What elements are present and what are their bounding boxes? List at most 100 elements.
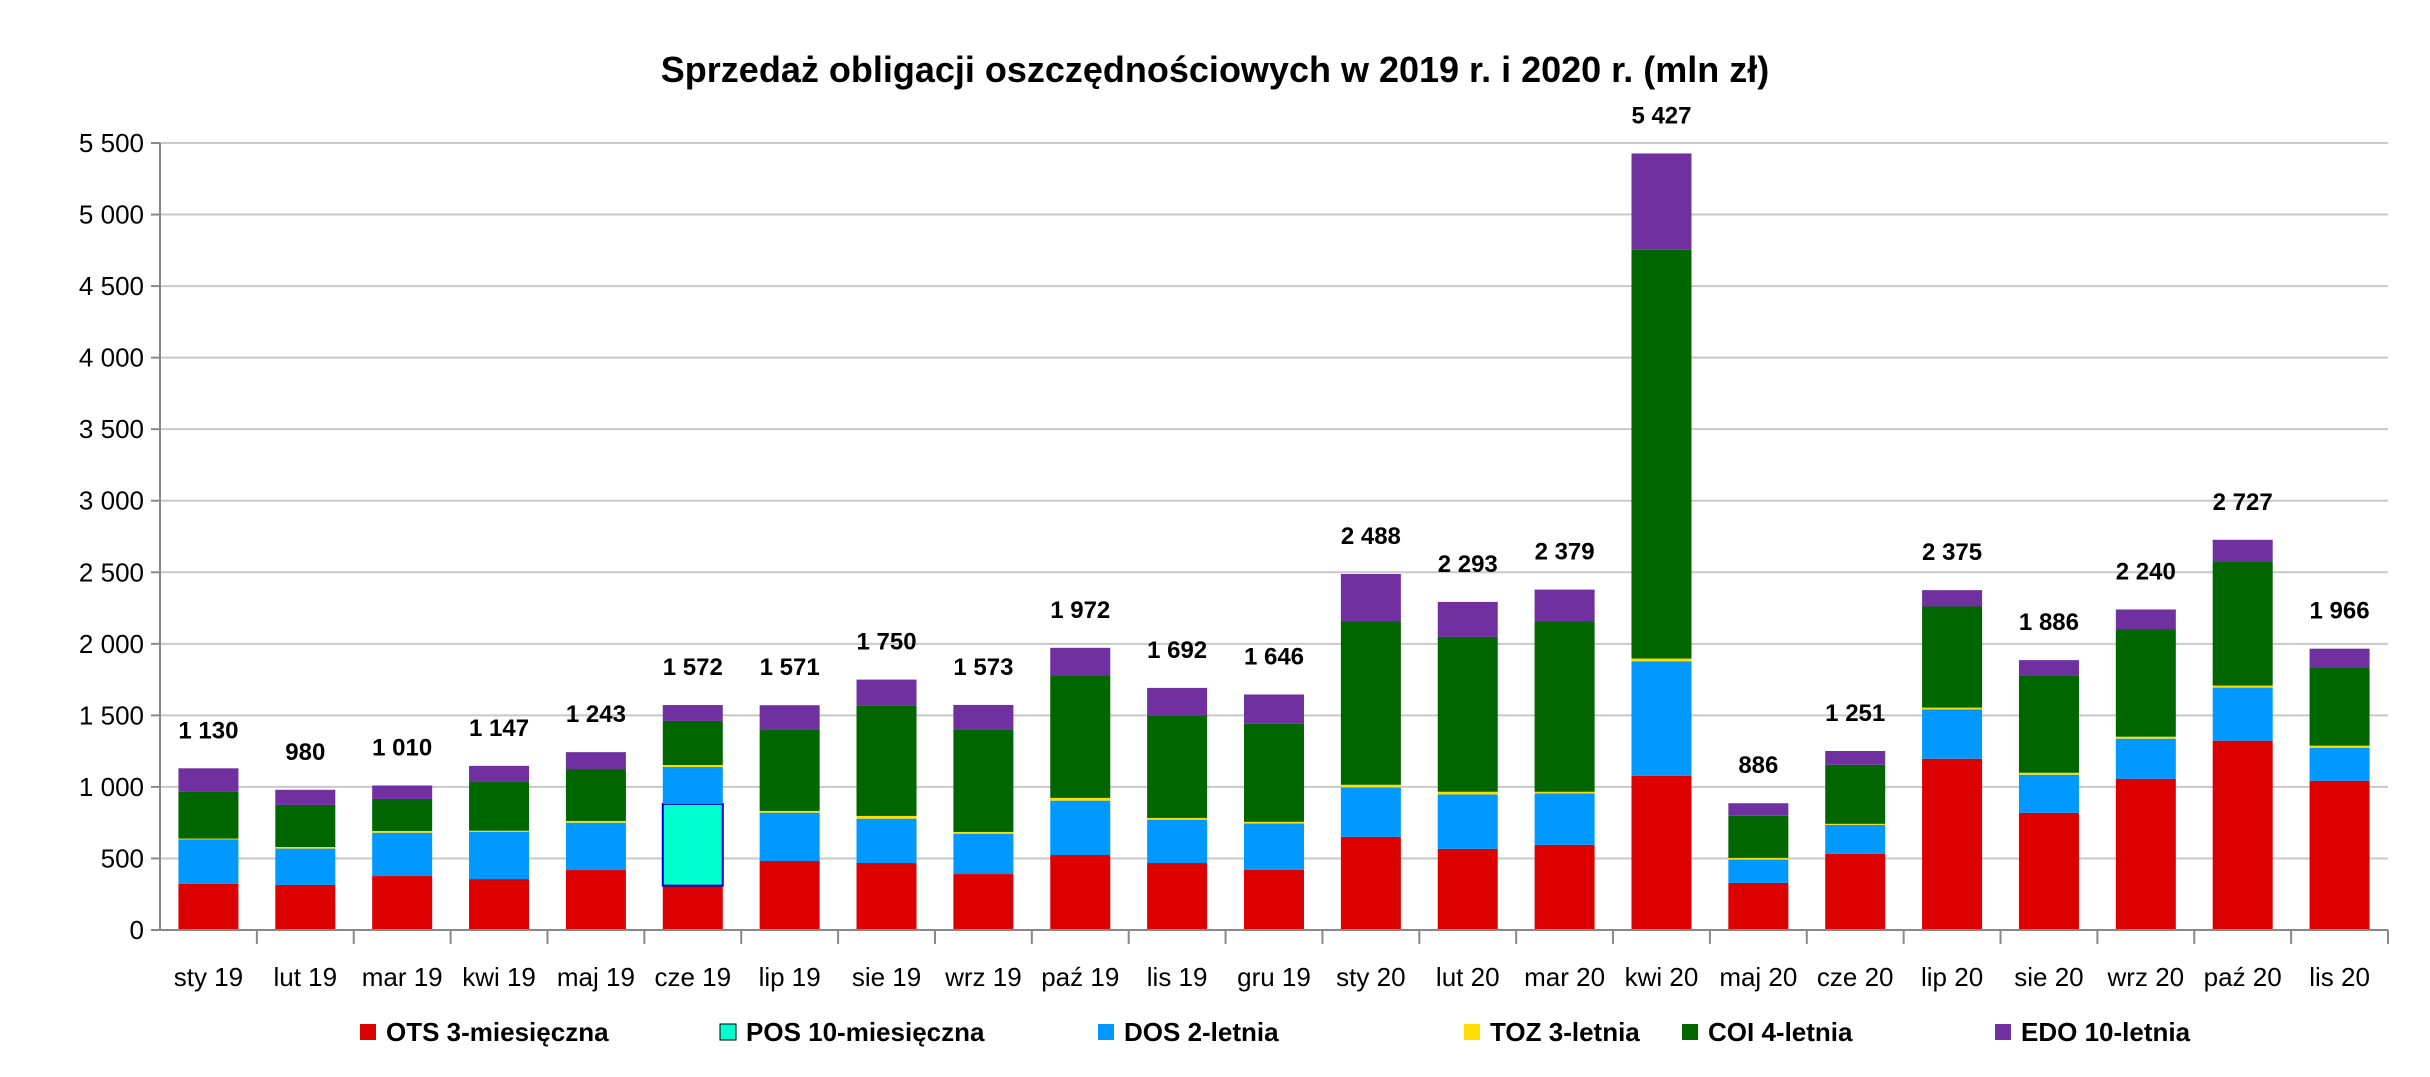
x-axis: sty 19 lut 19 mar 19 kwi 19 maj 19 cze 19 lip … — [160, 929, 2389, 992]
x-tick-label: lip 20 — [1921, 962, 1983, 992]
total-data-label: 2 375 — [1922, 539, 1982, 566]
bar-segment — [1147, 715, 1208, 818]
bar-segment — [1244, 723, 1304, 822]
x-tick-label: wrz 20 — [2107, 962, 2185, 992]
bar-segment — [565, 752, 626, 770]
bar-segment — [275, 884, 336, 930]
legend-label: OTS 3-miesięczna — [386, 1017, 609, 1047]
bar-segment — [178, 839, 239, 884]
bar-segment — [1340, 573, 1401, 622]
total-data-label: 1 646 — [1244, 643, 1304, 670]
bar-segment — [1728, 815, 1789, 858]
bar-segment — [953, 833, 1014, 875]
bar-segment — [2018, 774, 2079, 813]
x-tick-label: cze 19 — [654, 962, 731, 992]
x-tick-label: paź 19 — [1041, 962, 1119, 992]
bar-segment — [275, 789, 336, 805]
bar-segment — [856, 863, 917, 930]
total-data-label: 1 251 — [1825, 700, 1885, 727]
bar-segment — [1631, 153, 1692, 250]
legend-label: POS 10-miesięczna — [746, 1017, 985, 1047]
x-tick-label: sty 20 — [1336, 962, 1405, 992]
bar-segment — [1534, 589, 1595, 622]
bar-segment — [759, 705, 820, 730]
y-tick-label: 500 — [101, 843, 144, 873]
bar-segment — [1437, 636, 1498, 792]
x-tick-label: wrz 19 — [944, 962, 1022, 992]
bar-segment — [372, 798, 433, 831]
bar-segment — [1147, 863, 1208, 930]
y-tick-label: 1 500 — [79, 700, 144, 730]
bar-segment — [1631, 249, 1692, 659]
bar-segment — [1922, 590, 1983, 607]
bar-segment — [2212, 539, 2273, 562]
legend-label: TOZ 3-letnia — [1490, 1017, 1640, 1047]
legend-swatch — [1682, 1024, 1698, 1040]
bar-segment — [372, 785, 433, 799]
bar-segment — [372, 830, 433, 833]
total-data-label: 1 243 — [566, 701, 626, 728]
bar-segment — [661, 802, 724, 887]
total-data-label: 1 972 — [1050, 597, 1110, 624]
bar-segment — [2309, 747, 2370, 781]
bar-segment — [1631, 658, 1692, 662]
bar-segment — [1631, 661, 1692, 776]
bar-segment — [275, 804, 336, 848]
bar-segment — [275, 848, 336, 885]
bar-segment — [759, 812, 820, 862]
x-tick-label: maj 20 — [1719, 962, 1797, 992]
bar-segment — [1922, 709, 1983, 759]
bar-segment — [178, 791, 239, 839]
bar-segment — [1340, 784, 1401, 788]
bar-segment — [953, 874, 1014, 930]
bar-segment — [178, 883, 239, 930]
bar-segment — [1340, 787, 1401, 837]
bar-segment — [469, 831, 530, 880]
bar-segment — [856, 815, 917, 819]
total-data-label: 2 488 — [1341, 523, 1401, 550]
bar-segment — [178, 768, 239, 792]
bar-segment — [1050, 855, 1111, 930]
total-data-label: 2 240 — [2116, 558, 2176, 585]
bar-segment — [2018, 772, 2079, 775]
bar-segment — [1147, 687, 1208, 716]
total-data-label: 2 379 — [1535, 539, 1595, 566]
bar-segment — [469, 765, 530, 783]
bar-segment — [662, 765, 723, 768]
bar-segment — [2309, 667, 2370, 746]
bar-segment — [1437, 791, 1498, 795]
bar-segment — [662, 720, 723, 766]
bar-segment — [2115, 629, 2176, 737]
bar-segment — [856, 705, 917, 816]
total-data-label: 886 — [1738, 752, 1778, 779]
bar-segment — [1244, 821, 1304, 824]
x-tick-label: paź 20 — [2204, 962, 2282, 992]
y-tick-label: 5 500 — [79, 128, 144, 158]
gridlines — [160, 142, 2388, 860]
bar-segment — [1244, 694, 1304, 724]
bar-segment — [565, 769, 626, 821]
bar-segment — [856, 679, 917, 706]
bar-segment — [1825, 823, 1886, 825]
x-tick-label: lis 19 — [1147, 962, 1208, 992]
bar-segment — [1534, 791, 1595, 794]
bar-segment — [2212, 685, 2273, 688]
bar-segment — [1825, 824, 1886, 854]
bar-segment — [1244, 823, 1304, 870]
legend-label: DOS 2-letnia — [1124, 1017, 1279, 1047]
bar-segment — [1922, 758, 1983, 930]
bar-segment — [953, 831, 1014, 834]
total-data-label: 2 727 — [2213, 489, 2273, 516]
total-data-label: 2 293 — [1438, 551, 1498, 578]
bar-segment — [1534, 844, 1595, 930]
x-tick-label: gru 19 — [1237, 962, 1311, 992]
bar-segment — [469, 879, 530, 930]
total-data-label: 1 010 — [372, 734, 432, 761]
x-tick-label: cze 20 — [1817, 962, 1894, 992]
legend-swatch — [1464, 1024, 1480, 1040]
y-tick-label: 2 500 — [79, 557, 144, 587]
bar-segment — [2212, 687, 2273, 741]
bar-segment — [1825, 764, 1886, 824]
bar-segment — [1147, 819, 1208, 864]
